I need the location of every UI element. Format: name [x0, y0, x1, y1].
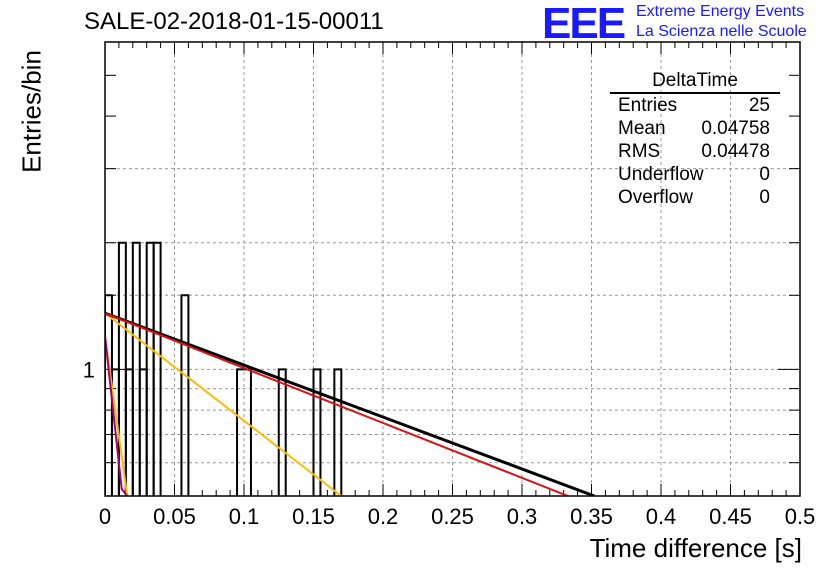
- stats-value: 0: [759, 187, 770, 208]
- x-tick-label: 0: [99, 504, 111, 529]
- x-tick-label: 0.3: [507, 504, 538, 529]
- x-tick-label: 0.5: [785, 504, 816, 529]
- histogram-bar: [180, 294, 190, 496]
- stats-title: DeltaTime: [610, 70, 780, 94]
- x-tick-label: 0.2: [368, 504, 399, 529]
- x-tick-label: 0.4: [646, 504, 677, 529]
- x-tick-label: 0.15: [292, 504, 335, 529]
- stats-row-rms: RMS 0.04478: [610, 140, 780, 163]
- stats-label: Underflow: [618, 164, 704, 185]
- x-tick-label: 0.45: [709, 504, 752, 529]
- stats-row-underflow: Underflow 0: [610, 163, 780, 186]
- stats-value: 0.04758: [701, 118, 770, 139]
- x-tick-label: 0.05: [153, 504, 196, 529]
- y-tick-label: 1: [83, 357, 95, 382]
- x-tick-label: 0.35: [570, 504, 613, 529]
- histogram-bar: [145, 241, 155, 496]
- x-tick-label: 0.25: [431, 504, 474, 529]
- stats-label: RMS: [618, 141, 661, 162]
- fit-curve: [105, 312, 569, 496]
- bars-group: [105, 241, 595, 496]
- logo-line-1: Extreme Energy Events: [636, 3, 805, 20]
- histogram-bar: [152, 241, 162, 496]
- stats-row-mean: Mean 0.04758: [610, 117, 780, 140]
- y-axis-label: Entries/bin: [16, 50, 47, 173]
- stats-value: 0.04478: [701, 141, 770, 162]
- eee-logo: EEE: [542, 0, 626, 48]
- histogram-bar: [312, 368, 322, 496]
- fit-curve: [105, 335, 129, 496]
- plot-frame: [104, 41, 801, 497]
- chart-title: SALE-02-2018-01-15-00011: [84, 8, 384, 35]
- stats-row-overflow: Overflow 0: [610, 186, 780, 209]
- histogram-bar: [131, 241, 141, 496]
- logo-line-2: La Scienza nelle Scuole: [636, 23, 807, 40]
- stats-row-entries: Entries 25: [610, 94, 780, 117]
- histogram-bar: [236, 368, 252, 496]
- stats-value: 25: [748, 95, 770, 116]
- x-tick-label: 0.1: [229, 504, 260, 529]
- stats-label: Mean: [618, 118, 666, 139]
- stats-label: Overflow: [618, 187, 693, 208]
- stats-label: Entries: [618, 95, 678, 116]
- histogram-bar: [277, 368, 287, 496]
- fit-curve: [105, 312, 342, 496]
- stats-value: 0: [759, 164, 770, 185]
- histogram-bar: [333, 368, 343, 496]
- fit-curve: [105, 311, 595, 496]
- x-axis-label: Time difference [s]: [589, 533, 802, 563]
- stats-box: DeltaTime Entries 25 Mean 0.04758 RMS 0.…: [610, 70, 780, 209]
